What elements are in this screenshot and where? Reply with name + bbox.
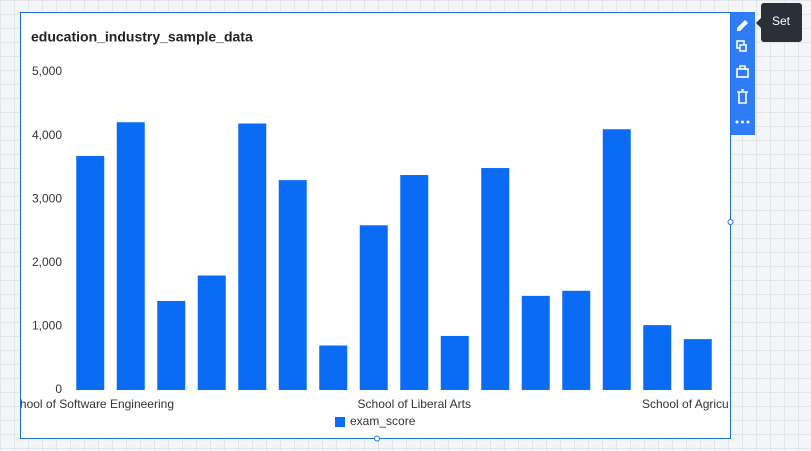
bar bbox=[76, 155, 105, 390]
y-tick-label: 4,000 bbox=[32, 128, 62, 142]
toolbar bbox=[731, 12, 755, 135]
y-tick-label: 0 bbox=[55, 382, 62, 396]
y-tick-label: 2,000 bbox=[32, 255, 62, 269]
bar bbox=[278, 180, 307, 390]
bar bbox=[197, 275, 226, 390]
y-tick-label: 3,000 bbox=[32, 191, 62, 205]
bar bbox=[643, 325, 672, 390]
edit-icon[interactable] bbox=[737, 20, 748, 31]
toolbar-icons bbox=[736, 20, 749, 104]
tooltip bbox=[761, 3, 802, 42]
tooltip-text: Set bbox=[772, 14, 791, 28]
bar bbox=[562, 290, 591, 390]
more-icon[interactable] bbox=[735, 120, 750, 124]
bar bbox=[319, 345, 348, 390]
legend-swatch bbox=[335, 417, 345, 427]
resize-handle[interactable] bbox=[727, 219, 734, 225]
bar bbox=[602, 129, 631, 391]
delete-icon[interactable] bbox=[737, 89, 748, 104]
chart-title: education_industry_sample_data bbox=[31, 29, 253, 45]
resize-handle[interactable] bbox=[374, 435, 380, 442]
y-tick-label: 5,000 bbox=[32, 64, 62, 78]
x-tick-label: School of Liberal Arts bbox=[358, 397, 471, 411]
tooltip-arrow bbox=[756, 18, 761, 28]
bar bbox=[116, 122, 145, 390]
bar bbox=[683, 339, 712, 390]
bar bbox=[440, 335, 469, 390]
bar bbox=[481, 168, 510, 390]
bar bbox=[157, 300, 186, 390]
bar bbox=[400, 175, 429, 390]
lock-icon[interactable] bbox=[736, 68, 749, 78]
bar bbox=[521, 295, 550, 390]
plot: hool of Software Engineering School of Li… bbox=[20, 397, 729, 411]
x-tick-label: hool of Software Engineering bbox=[20, 397, 174, 411]
y-tick-label: 1,000 bbox=[32, 319, 62, 333]
legend-label: exam_score bbox=[350, 414, 416, 428]
x-tick-label: School of Agricu bbox=[642, 397, 729, 411]
bar bbox=[359, 225, 388, 390]
bar bbox=[238, 123, 267, 391]
